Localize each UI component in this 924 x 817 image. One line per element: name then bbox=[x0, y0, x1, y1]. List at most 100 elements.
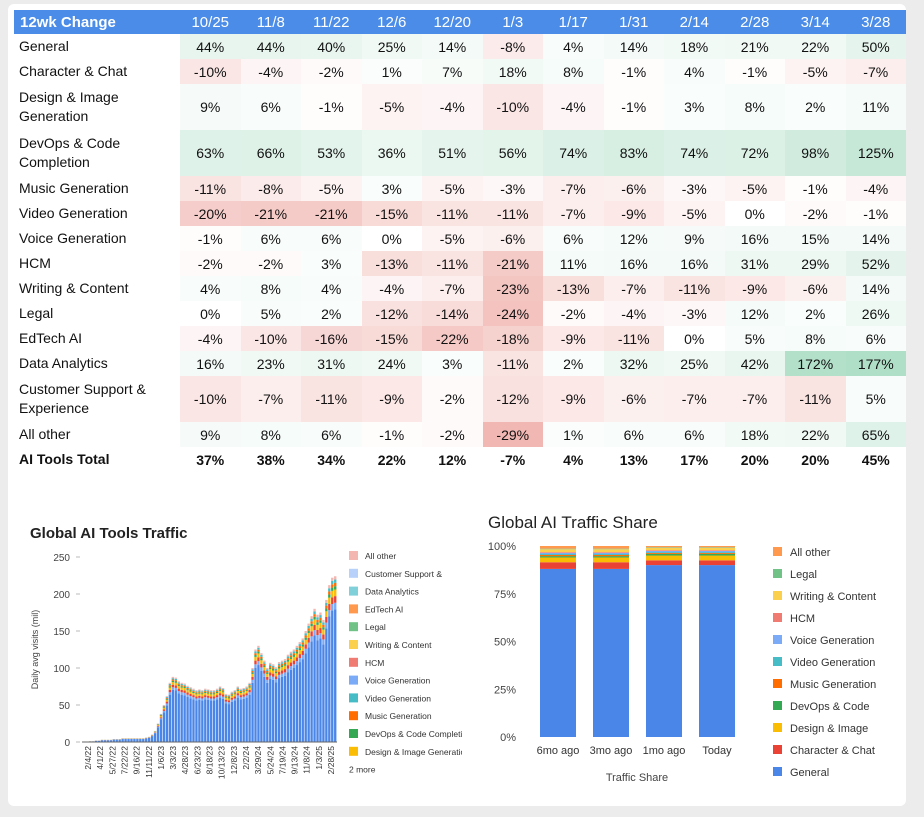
traffic-bar-segment bbox=[171, 680, 174, 683]
traffic-bar-segment bbox=[277, 668, 281, 672]
traffic-bar-segment bbox=[221, 689, 225, 691]
traffic-bar-segment bbox=[328, 585, 331, 589]
table-cell: -8% bbox=[240, 176, 301, 201]
traffic-bar-segment bbox=[201, 698, 204, 701]
traffic-bar-segment bbox=[310, 616, 313, 619]
legend-label: Video Generation bbox=[790, 657, 875, 669]
share-bar-segment bbox=[646, 547, 682, 548]
traffic-bar-segment bbox=[313, 619, 316, 625]
legend-swatch bbox=[349, 604, 358, 614]
traffic-bar-segment bbox=[207, 695, 210, 698]
traffic-bar-segment bbox=[272, 679, 275, 742]
traffic-bar-segment bbox=[195, 690, 198, 692]
table-cell: 45% bbox=[861, 451, 890, 468]
traffic-bar-segment bbox=[322, 634, 325, 640]
traffic-bar-segment bbox=[180, 682, 183, 684]
traffic-bar-segment bbox=[174, 681, 177, 683]
traffic-bar-segment bbox=[180, 686, 183, 688]
traffic-bar-segment bbox=[230, 691, 234, 693]
legend-label: Character & Chat bbox=[790, 745, 875, 757]
traffic-bar-segment bbox=[307, 628, 310, 631]
traffic-bar-segment bbox=[334, 609, 337, 742]
traffic-bar-segment bbox=[292, 660, 296, 665]
traffic-bar-segment bbox=[204, 692, 207, 696]
traffic-bar-segment bbox=[195, 696, 198, 699]
traffic-bar-segment bbox=[210, 694, 213, 697]
legend-swatch bbox=[349, 640, 358, 649]
traffic-bar-segment bbox=[328, 594, 331, 598]
share-bar-segment bbox=[593, 554, 629, 557]
traffic-bar-segment bbox=[230, 693, 234, 695]
traffic-bar-segment bbox=[195, 694, 198, 697]
traffic-bar-segment bbox=[153, 733, 157, 742]
table-cell: -15% bbox=[361, 201, 422, 226]
table-cell: 14% bbox=[603, 34, 664, 59]
traffic-bar-segment bbox=[162, 707, 166, 710]
traffic-bar-segment bbox=[192, 690, 195, 692]
traffic-bar-segment bbox=[165, 697, 169, 699]
table-cell: 6% bbox=[301, 422, 362, 447]
table-cell: 2% bbox=[785, 301, 846, 326]
traffic-bar-segment bbox=[331, 584, 334, 588]
table-cell: 52% bbox=[845, 251, 906, 276]
traffic-bar-segment bbox=[198, 692, 201, 694]
traffic-bar-segment bbox=[260, 670, 263, 742]
share-bar-segment bbox=[540, 548, 576, 550]
traffic-bar-segment bbox=[298, 646, 301, 649]
traffic-bar-segment bbox=[289, 658, 293, 663]
table-cell: -2% bbox=[785, 201, 846, 226]
table-cell: -1% bbox=[742, 63, 768, 80]
traffic-bar-segment bbox=[286, 665, 290, 669]
traffic-bar-segment bbox=[218, 695, 222, 698]
traffic-bar-segment bbox=[224, 693, 228, 695]
traffic-bar-segment bbox=[177, 682, 180, 684]
x-tick-label: 6/23/23 bbox=[192, 746, 202, 775]
table-cell: 63% bbox=[180, 130, 241, 176]
traffic-bar-segment bbox=[180, 689, 183, 693]
table-cell: 20% bbox=[740, 451, 769, 468]
traffic-bar-segment bbox=[215, 690, 219, 692]
table-cell: 31% bbox=[724, 251, 785, 276]
traffic-bar-segment bbox=[227, 694, 231, 696]
table-cell: -4% bbox=[543, 84, 604, 130]
traffic-bar-segment bbox=[307, 633, 310, 638]
table-cell: 44% bbox=[180, 34, 241, 59]
table-cell: -3% bbox=[664, 176, 725, 201]
table-cell: 6% bbox=[543, 226, 604, 251]
traffic-bar-segment bbox=[112, 739, 115, 742]
table-cell: 3% bbox=[301, 251, 362, 276]
traffic-bar-segment bbox=[236, 695, 239, 698]
traffic-bar-segment bbox=[204, 695, 207, 698]
traffic-bar-segment bbox=[304, 648, 307, 654]
traffic-bar-segment bbox=[150, 736, 154, 742]
traffic-bar-segment bbox=[212, 698, 216, 701]
table-cell: 74% bbox=[664, 130, 725, 176]
legend-swatch bbox=[349, 568, 358, 578]
table-cell: -3% bbox=[482, 176, 543, 201]
traffic-bar-segment bbox=[304, 644, 307, 649]
share-bar-segment bbox=[699, 555, 735, 561]
traffic-bar-segment bbox=[266, 676, 269, 680]
table-cell: -7% bbox=[664, 376, 725, 422]
traffic-bar-segment bbox=[204, 690, 207, 692]
traffic-bar-segment bbox=[251, 670, 254, 673]
column-header: 12/6 bbox=[361, 10, 422, 34]
table-cell: 6% bbox=[845, 326, 906, 351]
traffic-bar-segment bbox=[165, 701, 169, 704]
traffic-bar-segment bbox=[307, 647, 310, 742]
legend-label: EdTech AI bbox=[365, 604, 403, 614]
traffic-bar-segment bbox=[251, 679, 254, 683]
traffic-bar-segment bbox=[292, 655, 296, 657]
traffic-bar-segment bbox=[248, 685, 251, 687]
table-cell: -2% bbox=[301, 59, 362, 84]
traffic-bar-segment bbox=[269, 667, 272, 670]
traffic-chart: Global AI Tools Traffic 0 50 100 150 200 250 Da… bbox=[30, 525, 462, 779]
table-cell: -2% bbox=[422, 422, 483, 447]
table-cell: -11% bbox=[482, 351, 543, 376]
table-cell: 16% bbox=[664, 251, 725, 276]
traffic-bar-segment bbox=[307, 642, 310, 648]
table-cell: -7% bbox=[543, 176, 604, 201]
table-cell: -4% bbox=[240, 59, 301, 84]
traffic-bar-segment bbox=[233, 694, 237, 697]
x-tick-label: 3/29/24 bbox=[253, 746, 263, 775]
